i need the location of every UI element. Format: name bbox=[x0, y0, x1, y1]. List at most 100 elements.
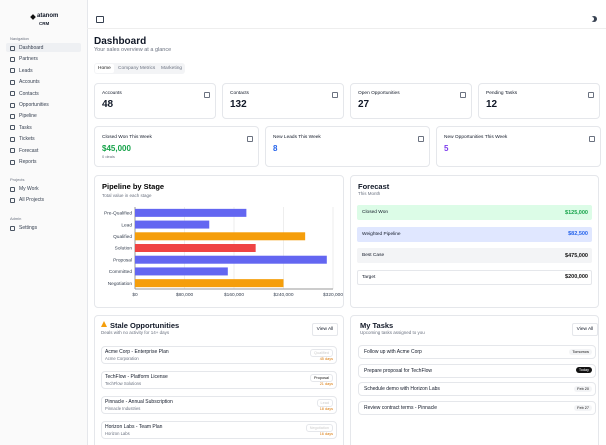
nav-item[interactable]: Contacts bbox=[19, 90, 39, 97]
stat-card bbox=[222, 83, 344, 119]
chart-subtitle: Total value in each stage bbox=[102, 193, 152, 198]
nav-item[interactable]: Settings bbox=[19, 225, 38, 231]
nav-icon bbox=[10, 45, 15, 51]
nav-icon bbox=[10, 159, 15, 165]
task-row bbox=[358, 401, 596, 416]
nav-icon bbox=[10, 125, 15, 131]
bar bbox=[135, 208, 247, 217]
stat-card bbox=[350, 83, 472, 119]
bar bbox=[135, 220, 210, 229]
tab-active bbox=[95, 64, 114, 73]
forecast-label: Target bbox=[362, 274, 376, 280]
stale-age: 16 days bbox=[319, 432, 333, 436]
x-tick-label: $0 bbox=[132, 292, 138, 298]
brand: atanom bbox=[37, 13, 59, 19]
tasks-title: My Tasks bbox=[360, 321, 394, 330]
forecast-subtitle: This Month bbox=[358, 191, 381, 196]
stat-label: Accounts bbox=[102, 91, 122, 96]
nav-item[interactable]: Partners bbox=[19, 56, 38, 63]
bar bbox=[135, 255, 327, 264]
stale-name[interactable]: Acme Corp - Enterprise Plan bbox=[105, 349, 169, 355]
weekly-value: $45,000 bbox=[102, 144, 131, 153]
stat-value: 12 bbox=[486, 99, 498, 110]
stale-title: Stale Opportunities bbox=[110, 321, 180, 330]
task-row bbox=[358, 345, 596, 359]
x-tick-label: $320,000 bbox=[323, 292, 343, 298]
sidebar-toggle[interactable] bbox=[96, 16, 104, 23]
forecast-title: Forecast bbox=[358, 182, 390, 191]
tasks-button[interactable]: View All bbox=[572, 323, 598, 336]
nav-item[interactable]: Accounts bbox=[19, 79, 40, 86]
tasks-subtitle: Upcoming tasks assigned to you bbox=[360, 330, 425, 335]
forecast-row bbox=[357, 248, 592, 263]
forecast-value: $475,000 bbox=[565, 252, 588, 259]
tabs-bg bbox=[94, 63, 185, 74]
y-tick-label: Lead bbox=[121, 222, 132, 228]
stale-subtitle: Deals with no activity for 14+ days bbox=[101, 330, 170, 335]
stale-company: Horizon Labs bbox=[105, 431, 130, 436]
nav-item[interactable]: Opportunities bbox=[19, 102, 49, 108]
stale-name[interactable]: TechFlow - Platform License bbox=[105, 374, 168, 380]
nav-icon bbox=[10, 79, 15, 85]
weekly-label: New Opportunities This Week bbox=[444, 135, 508, 140]
weekly-icon bbox=[418, 136, 424, 142]
stage-badge: Negotiation bbox=[305, 424, 333, 432]
page-subtitle: Your sales overview at a glance bbox=[94, 47, 172, 53]
nav-item[interactable]: Tasks bbox=[19, 124, 32, 131]
task-name[interactable]: Schedule demo with Horizon Labs bbox=[364, 386, 440, 393]
due-badge: Feb 27 bbox=[574, 404, 592, 411]
nav-item[interactable]: Pipeline bbox=[19, 113, 37, 120]
stat-icon bbox=[332, 92, 338, 98]
stale-name[interactable]: Pinnacle - Annual Subscription bbox=[105, 399, 173, 405]
nav-icon bbox=[10, 113, 15, 119]
weekly-value: 8 bbox=[273, 144, 278, 153]
task-row bbox=[358, 382, 596, 397]
nav-item[interactable]: Dashboard bbox=[19, 45, 44, 51]
y-tick-label: Proposal bbox=[113, 257, 132, 263]
task-name[interactable]: Review contract terms - Pinnacle bbox=[364, 405, 438, 412]
weekly-icon bbox=[247, 136, 253, 142]
nav-item[interactable]: Leads bbox=[19, 67, 33, 74]
page-title: Dashboard bbox=[94, 36, 147, 47]
nav-item[interactable]: All Projects bbox=[19, 197, 45, 204]
due-badge: Today bbox=[575, 367, 592, 374]
nav-item[interactable]: Reports bbox=[19, 159, 37, 165]
stat-value: 48 bbox=[102, 99, 114, 110]
stale-name[interactable]: Horizon Labs - Team Plan bbox=[105, 424, 163, 430]
x-tick-label: $240,000 bbox=[273, 292, 293, 298]
nav-icon bbox=[10, 148, 15, 154]
stat-value: 132 bbox=[230, 99, 247, 110]
weekly-note: 0 deals bbox=[102, 154, 115, 159]
tab[interactable]: Marketing bbox=[161, 66, 183, 71]
stat-icon bbox=[204, 92, 210, 98]
task-name[interactable]: Prepare proposal for TechFlow bbox=[364, 367, 432, 374]
task-name[interactable]: Follow up with Acme Corp bbox=[364, 349, 422, 355]
forecast-label: Best Case bbox=[362, 253, 385, 258]
bar bbox=[135, 244, 256, 252]
tab[interactable]: Home bbox=[98, 66, 111, 71]
stage-badge: Proposal bbox=[310, 374, 333, 382]
nav-section: Projects bbox=[10, 177, 25, 182]
forecast-value: $125,000 bbox=[565, 209, 588, 216]
stale-company: TechFlow Solutions bbox=[105, 381, 142, 386]
forecast-row bbox=[357, 205, 592, 220]
tab[interactable]: Company Metrics bbox=[118, 66, 156, 71]
stat-icon bbox=[460, 92, 466, 98]
forecast-row bbox=[357, 226, 592, 242]
stale-age: 18 days bbox=[319, 407, 333, 411]
brand-sub: CRM bbox=[39, 21, 50, 26]
nav-item[interactable]: Forecast bbox=[19, 147, 39, 154]
stat-card bbox=[94, 83, 216, 119]
nav-item[interactable]: Tickets bbox=[19, 136, 35, 143]
theme-toggle[interactable] bbox=[591, 16, 597, 22]
stale-row bbox=[101, 396, 337, 414]
due-badge: Feb 20 bbox=[574, 385, 592, 392]
stale-button[interactable]: View All bbox=[312, 323, 338, 336]
forecast-value: $200,000 bbox=[565, 274, 588, 280]
y-tick-label: Solution bbox=[115, 246, 133, 252]
stat-card bbox=[478, 83, 600, 119]
y-tick-label: Negotiation bbox=[108, 281, 133, 287]
nav-item[interactable]: My Work bbox=[19, 186, 39, 192]
stale-company: Acme Corporation bbox=[105, 356, 139, 361]
